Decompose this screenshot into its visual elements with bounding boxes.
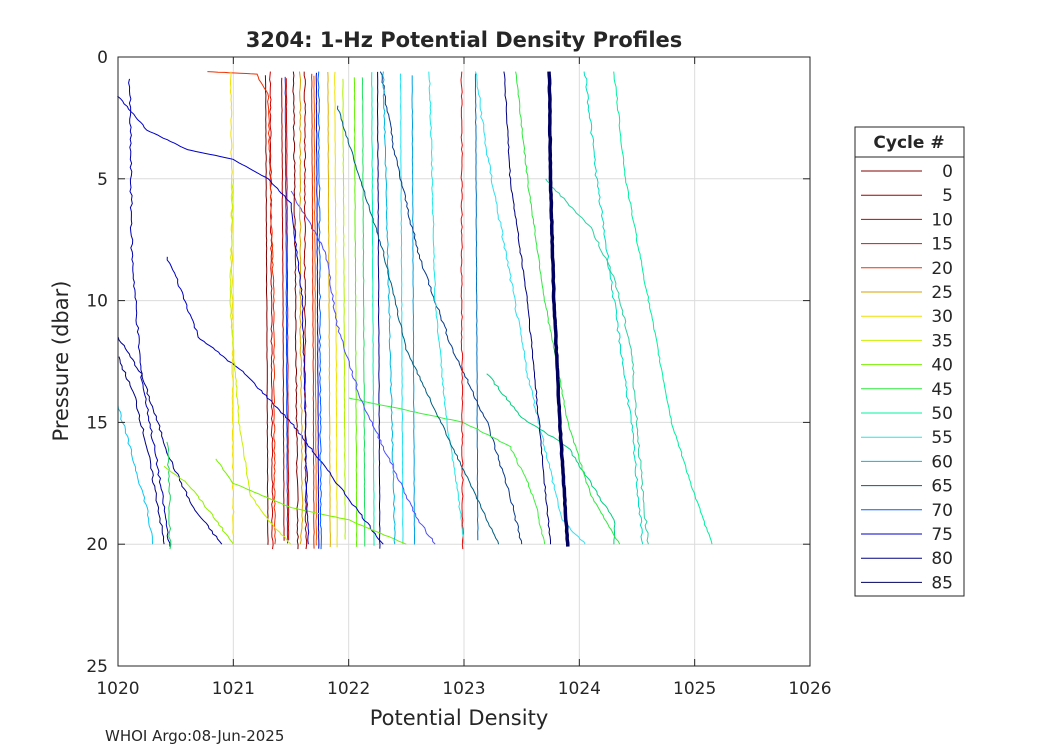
- series-lines: [117, 71, 713, 550]
- x-tick-label: 1025: [673, 679, 716, 699]
- y-tick-label: 10: [86, 292, 108, 312]
- y-tick-label: 20: [86, 535, 108, 555]
- y-tick-label: 5: [97, 170, 108, 190]
- legend-title: Cycle #: [873, 133, 944, 153]
- background-trace: [285, 78, 290, 541]
- background-trace: [284, 76, 289, 544]
- background-trace: [348, 397, 546, 545]
- y-tick-label: 25: [86, 657, 108, 677]
- legend-label: 5: [942, 186, 953, 206]
- background-trace: [128, 78, 171, 547]
- series-line-cycle-5: [303, 71, 308, 550]
- y-tick-label: 15: [86, 413, 108, 433]
- background-trace: [353, 77, 358, 547]
- background-trace: [264, 75, 269, 545]
- legend-items: 0 5 10 15 20 25 30 35 40 45 50 55 60 65 70 75 80 85: [861, 162, 953, 593]
- legend-label: 65: [931, 477, 953, 497]
- legend-label: 15: [931, 235, 953, 255]
- legend-label: 25: [931, 283, 953, 303]
- chart-title: 3204: 1-Hz Potential Density Profiles: [246, 28, 683, 52]
- background-trace: [399, 73, 404, 545]
- background-trace: [315, 72, 320, 549]
- background-trace: [281, 77, 285, 541]
- background-trace: [311, 73, 315, 549]
- background-trace: [411, 75, 416, 545]
- legend-label: 10: [931, 210, 953, 230]
- legend-label: 35: [931, 331, 953, 351]
- x-tick-label: 1022: [327, 679, 370, 699]
- series-line-cycle-10: [269, 71, 274, 550]
- x-tick-label: 1023: [442, 679, 485, 699]
- y-tick-label: 0: [97, 48, 108, 68]
- background-trace: [376, 71, 381, 549]
- legend-label: 50: [931, 404, 953, 424]
- legend: Cycle # 0 5 10 15 20 25 30 35 40 45 50 55 60 65 70 75 80…: [854, 126, 965, 597]
- series-line-cycle-70: [317, 71, 322, 550]
- legend-box: [854, 126, 965, 597]
- legend-label: 80: [931, 549, 953, 569]
- footer-stamp: WHOI Argo:08-Jun-2025: [105, 727, 284, 745]
- legend-label: 60: [931, 452, 953, 472]
- background-trace: [117, 405, 154, 545]
- series-line-cycle-75: [117, 95, 310, 545]
- series-line-cycle-45: [515, 71, 621, 545]
- legend-label: 20: [931, 259, 953, 279]
- legend-label: 0: [942, 162, 953, 182]
- y-axis-ticks: 0 5 10 15 20 25: [86, 48, 810, 677]
- series-line-cycle-55: [428, 71, 465, 545]
- background-trace: [474, 73, 479, 541]
- series-line-cycle-0: [292, 71, 299, 550]
- series-line-cycle-80: [503, 71, 551, 545]
- series-line-cycle-40: [215, 458, 407, 545]
- legend-label: 45: [931, 380, 953, 400]
- legend-label: 75: [931, 525, 953, 545]
- x-tick-label: 1020: [96, 679, 139, 699]
- background-trace: [117, 336, 223, 545]
- background-trace: [334, 71, 338, 548]
- x-tick-label: 1026: [788, 679, 831, 699]
- background-trace: [371, 72, 375, 546]
- background-trace: [486, 373, 616, 545]
- y-axis-label: Pressure (dbar): [49, 281, 73, 442]
- background-trace: [327, 71, 331, 548]
- background-trace: [342, 78, 346, 540]
- background-trace: [583, 71, 644, 545]
- series-line-cycle-15: [460, 71, 464, 550]
- x-axis-label: Potential Density: [370, 706, 549, 730]
- background-trace: [313, 75, 318, 546]
- x-tick-label: 1021: [212, 679, 255, 699]
- background-trace: [379, 71, 523, 545]
- series-line-cycle-20: [207, 71, 276, 545]
- series-line-cycle-25: [299, 71, 304, 545]
- background-trace: [166, 441, 172, 550]
- background-profile-traces: [117, 71, 649, 550]
- background-trace: [474, 71, 586, 545]
- background-trace: [290, 190, 436, 545]
- series-line-cycle-85: [547, 71, 570, 547]
- series-line-cycle-30: [229, 71, 235, 545]
- series-line-cycle-50: [613, 71, 713, 545]
- legend-label: 70: [931, 501, 953, 521]
- series-line-cycle-65: [336, 105, 500, 545]
- background-trace: [361, 77, 366, 547]
- legend-label: 85: [931, 573, 953, 593]
- series-line-cycle-35: [229, 178, 292, 545]
- legend-label: 30: [931, 307, 953, 327]
- x-tick-label: 1024: [558, 679, 601, 699]
- legend-label: 55: [931, 428, 953, 448]
- background-trace: [166, 256, 384, 545]
- legend-label: 40: [931, 356, 953, 376]
- background-trace: [545, 178, 649, 545]
- series-line-cycle-60: [382, 71, 396, 545]
- background-trace: [118, 356, 165, 545]
- x-axis-ticks: 1020 1021 1022 1023 1024 1025 1026: [96, 57, 832, 699]
- background-trace: [163, 465, 234, 545]
